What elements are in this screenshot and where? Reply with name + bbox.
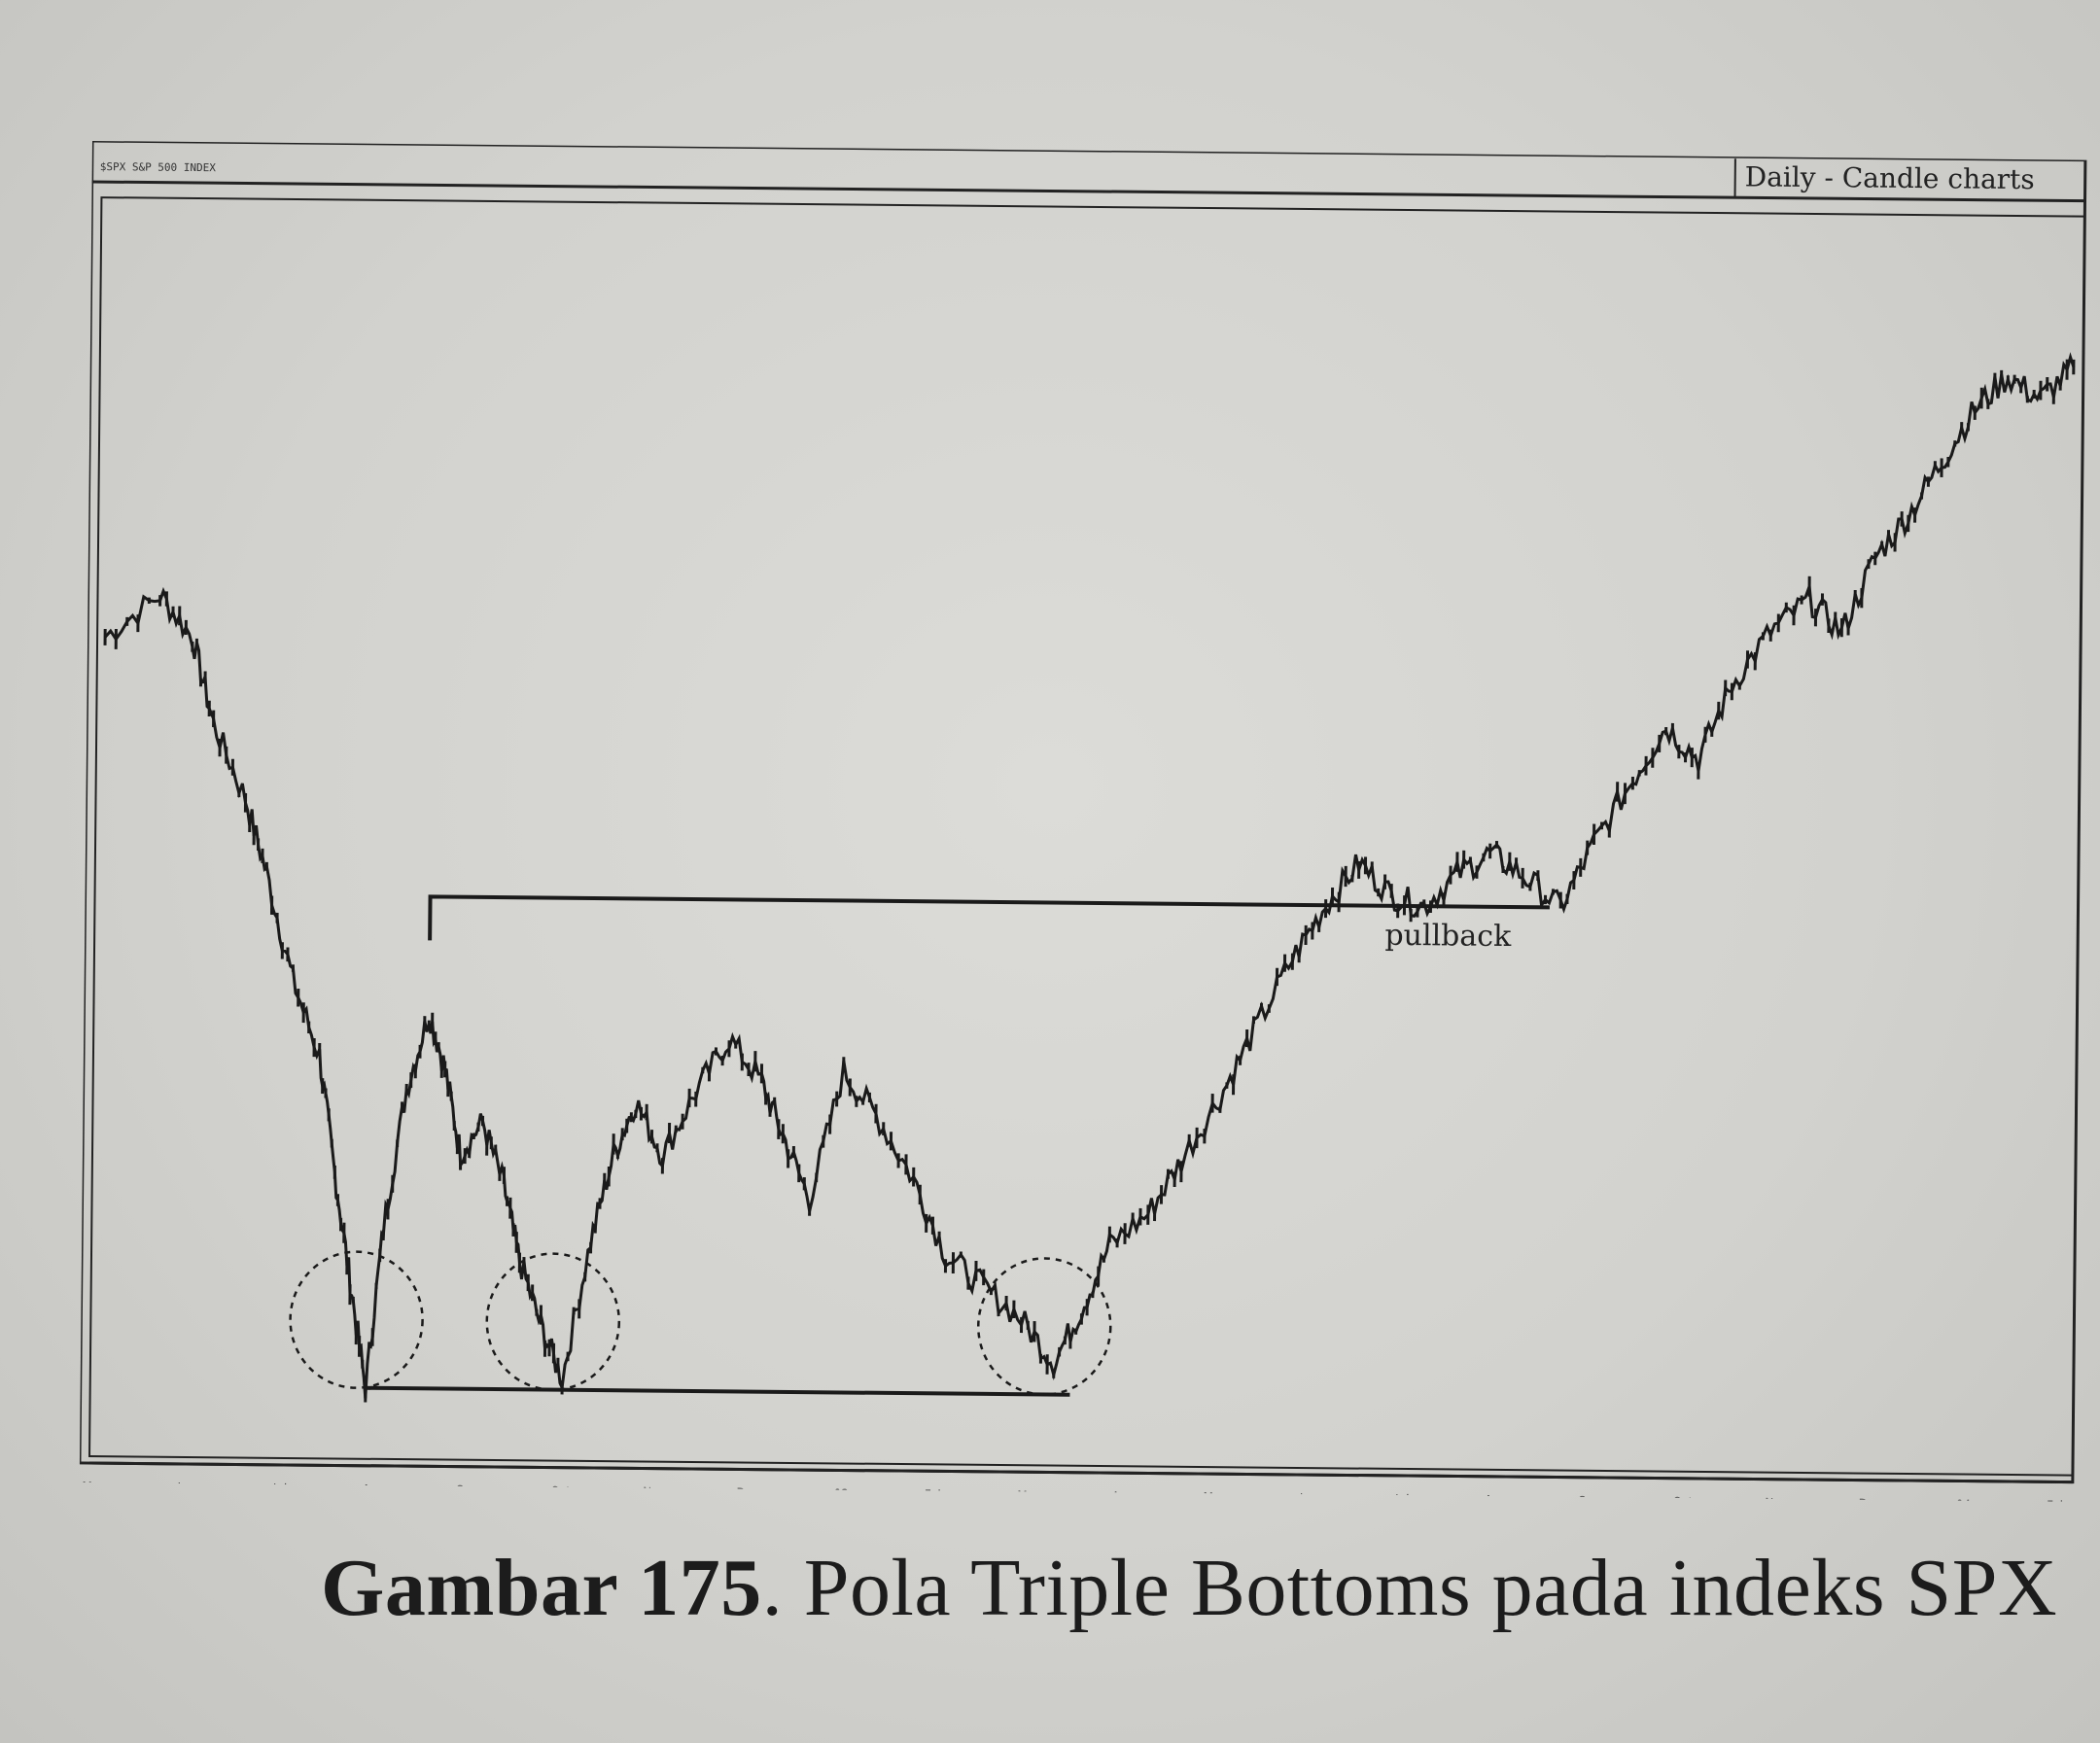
caption-text: . Pola Triple Bottoms pada indeks SPX [761, 1543, 2058, 1633]
x-tick-label: Dec [1859, 1497, 1881, 1502]
bottom-circle-1 [289, 1250, 424, 1389]
price-line [103, 352, 2076, 1399]
pullback-annotation: pullback [1384, 919, 1512, 954]
neckline [428, 894, 1550, 941]
window-title: $SPX S&P 500 INDEX [100, 160, 217, 174]
plot-area-border [88, 196, 2086, 1477]
figure-caption: Gambar 175. Pola Triple Bottoms pada ind… [321, 1541, 2071, 1635]
caption-label: Gambar 175 [321, 1543, 762, 1633]
header-divider [91, 180, 2085, 203]
spx-chart: $SPX S&P 500 INDEX Daily - Candle charts… [79, 141, 2087, 1502]
x-axis-line [88, 1461, 2073, 1484]
bottom-circle-2 [485, 1252, 621, 1391]
pattern-markers [289, 894, 1550, 1397]
price-series [103, 352, 2076, 1403]
x-tick-label: Nov [1765, 1496, 1788, 1502]
chart-mode-label: Daily - Candle charts [1745, 160, 2035, 195]
x-tick-label: Feb [2047, 1498, 2067, 1501]
bottom-circle-3 [977, 1257, 1112, 1396]
support-line [365, 1385, 1070, 1397]
window-border [79, 141, 2087, 1484]
x-tick-label: 04 [1956, 1497, 1971, 1501]
chart-window: $SPX S&P 500 INDEX Daily - Candle charts… [79, 141, 2100, 1502]
